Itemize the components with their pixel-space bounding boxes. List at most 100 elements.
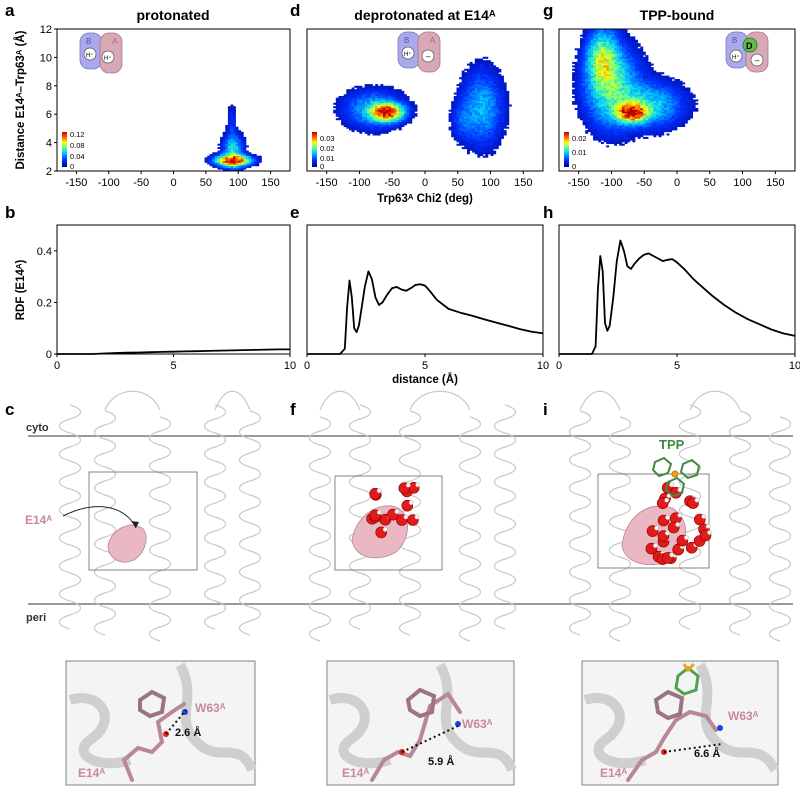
heatmap-cell xyxy=(461,94,465,97)
heatmap-cell xyxy=(222,142,226,144)
heatmap-cell xyxy=(611,138,615,141)
heatmap-cell xyxy=(590,65,594,68)
heatmap-cell xyxy=(335,109,339,112)
heatmap-cell xyxy=(227,154,231,156)
heatmap-cell xyxy=(349,108,352,110)
heatmap-cell xyxy=(629,128,633,131)
heatmap-cell xyxy=(364,125,368,127)
heatmap-cell xyxy=(388,99,392,102)
zoom-box-f xyxy=(334,475,443,571)
heatmap-cell xyxy=(490,84,494,87)
heatmap-cell xyxy=(629,84,633,87)
heatmap-cell xyxy=(582,46,586,49)
heatmap-cell xyxy=(585,44,589,47)
heatmap-cell xyxy=(637,130,641,133)
heatmap-cell xyxy=(493,140,497,143)
heatmap-cell xyxy=(406,118,410,121)
heatmap-cell xyxy=(406,97,410,100)
heatmap-cell xyxy=(679,90,683,93)
heatmap-cell xyxy=(258,157,262,160)
heatmap-cell xyxy=(637,72,641,75)
colorbar-a-label-1: 0.08 xyxy=(70,141,85,150)
heatmap-cell xyxy=(220,143,223,146)
heatmap-cell xyxy=(398,126,402,129)
heatmap-cell xyxy=(587,109,591,112)
heatmap-cell xyxy=(606,61,610,64)
heatmap-cell xyxy=(637,96,641,98)
heatmap-cell xyxy=(606,36,610,39)
heatmap-cell xyxy=(467,109,470,112)
heatmap-cell xyxy=(354,99,358,102)
heatmap-cell xyxy=(480,116,484,119)
heatmap-cell xyxy=(474,70,478,73)
heatmap-cell xyxy=(585,82,589,85)
heatmap-cell xyxy=(495,142,499,144)
heatmap-xlabel: Trp63ᴬ Chi2 (deg) xyxy=(377,193,473,205)
heatmap-cell xyxy=(627,61,631,64)
heatmap-cell xyxy=(671,104,675,107)
heatmap-cell xyxy=(472,99,476,102)
heatmap-cell xyxy=(585,123,589,126)
heatmap-cell xyxy=(482,114,486,117)
heatmap-cell xyxy=(461,82,465,85)
heatmap-cell xyxy=(214,152,218,155)
heatmap-cell xyxy=(390,101,394,104)
heatmap-cell xyxy=(650,119,654,122)
heatmap-cell xyxy=(396,104,400,107)
heatmap-cell xyxy=(582,92,586,95)
heatmap-cell xyxy=(632,138,636,141)
heatmap-cell xyxy=(640,84,644,87)
heatmap-cell xyxy=(587,31,591,34)
heatmap-cell xyxy=(658,113,662,116)
heatmap-cell xyxy=(480,140,484,143)
heatmap-cell xyxy=(493,70,497,73)
heatmap-cell xyxy=(485,87,489,90)
heatmap-cell xyxy=(587,116,591,119)
heatmap-cell xyxy=(349,126,352,129)
heatmap-cell xyxy=(480,128,484,131)
heatmap-cell xyxy=(650,104,654,107)
heatmap-cell xyxy=(482,126,486,129)
heatmap-cell xyxy=(619,58,623,61)
heatmap-cell xyxy=(593,123,597,126)
heatmap-cell xyxy=(451,104,455,107)
heatmap-cell xyxy=(632,87,636,90)
heatmap-cell xyxy=(619,126,623,129)
schematic-tpp-bound: B H⁺ D – xyxy=(725,31,769,73)
heatmap-cell xyxy=(461,87,465,90)
heatmap-cell xyxy=(595,113,599,116)
heatmap-cell xyxy=(367,121,371,124)
heatmap-cell xyxy=(606,75,610,78)
heatmap-cell xyxy=(640,73,644,76)
heatmap-cell xyxy=(409,113,413,116)
heatmap-cell xyxy=(590,80,594,83)
heatmap-cell xyxy=(472,84,476,87)
heatmap-cell xyxy=(367,114,371,117)
heatmap-cell xyxy=(598,38,602,41)
heatmap-cell xyxy=(472,142,476,144)
heatmap-cell xyxy=(645,111,649,114)
heatmap-cell xyxy=(485,148,489,151)
heatmap-cell xyxy=(464,84,468,87)
heatmap-cell xyxy=(656,116,659,119)
heatmap-cell xyxy=(595,85,599,88)
heatmap-cell xyxy=(474,87,478,90)
heatmap-cell xyxy=(587,101,591,104)
heatmap-cell xyxy=(493,99,497,102)
heatmap-cell xyxy=(243,162,247,165)
heatmap-cell xyxy=(677,87,680,90)
heatmap-cell xyxy=(362,113,366,116)
heatmap-cell xyxy=(377,109,381,112)
heatmap-cell xyxy=(593,58,597,61)
heatmap-cell xyxy=(482,123,486,126)
heatmap-cell xyxy=(606,101,610,104)
heatmap-cell xyxy=(351,99,355,102)
heatmap-cell xyxy=(629,130,633,133)
heatmap-cell xyxy=(616,53,620,56)
heatmap-cell xyxy=(235,155,239,158)
heatmap-cell xyxy=(346,104,350,107)
heatmap-cell xyxy=(614,44,618,47)
heatmap-cell xyxy=(356,113,360,116)
heatmap-cell xyxy=(235,167,239,170)
heatmap-cell xyxy=(385,126,389,129)
